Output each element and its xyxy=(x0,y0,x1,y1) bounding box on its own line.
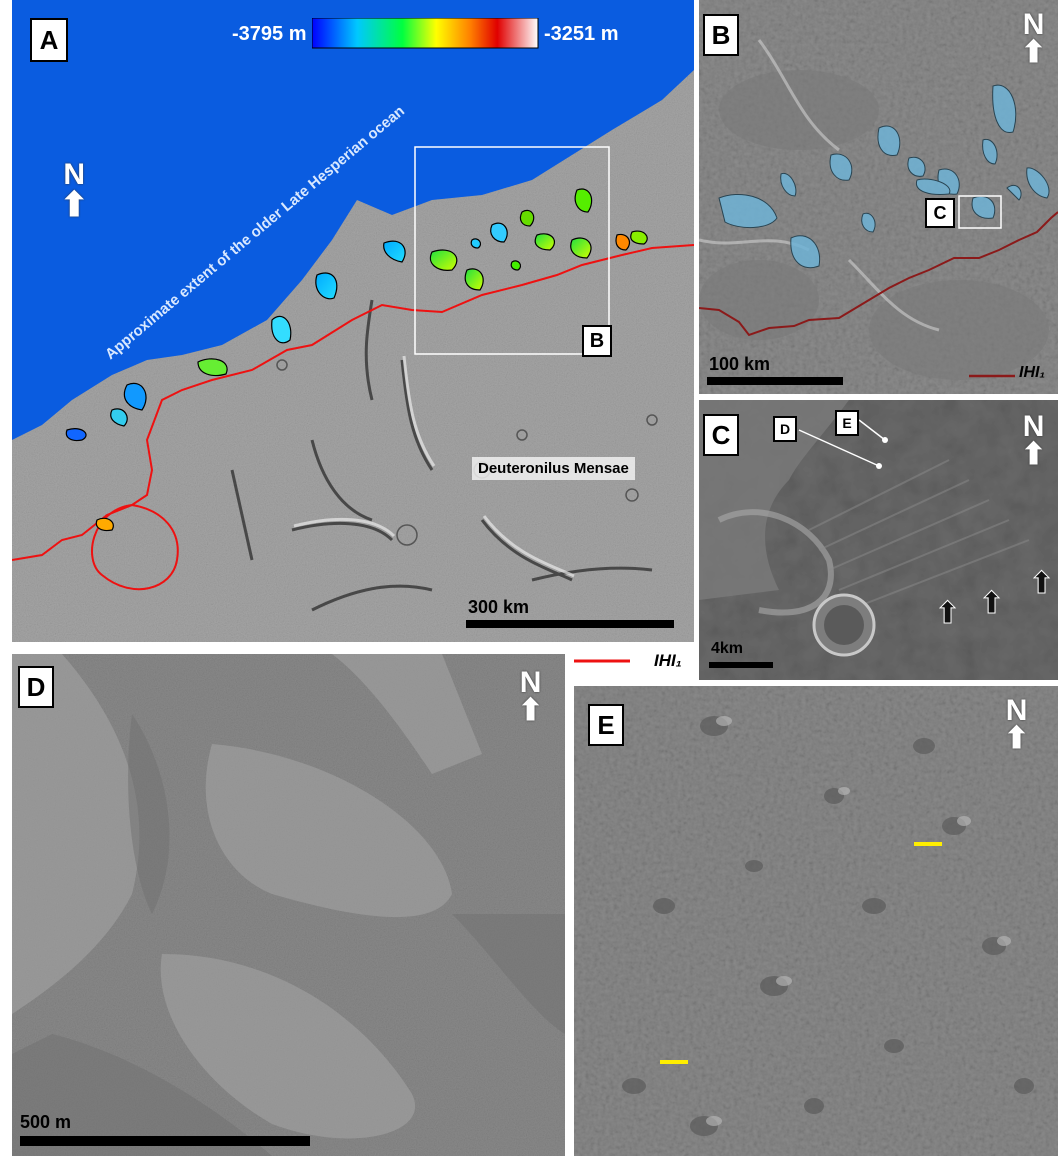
panel-d-map xyxy=(12,654,565,1156)
panel-a: A -3795 m -3251 m N ⬆ Approximate extent… xyxy=(12,0,694,642)
ocean-area xyxy=(12,0,694,440)
panel-a-map xyxy=(12,0,694,642)
panel-c: C N ⬆ D E ⬆ ⬆ ⬆ 4km xyxy=(699,400,1058,680)
inset-label-c: C xyxy=(925,198,955,228)
panel-label-b: B xyxy=(703,14,739,56)
north-arrow-c: N ⬆ xyxy=(1021,412,1046,470)
inset-box-b xyxy=(414,146,610,355)
north-arrow-icon: ⬆ xyxy=(1004,722,1030,755)
ihi1-contact-line-b xyxy=(699,211,1058,337)
panel-label-e: E xyxy=(588,704,624,746)
legend-line-a xyxy=(574,659,630,663)
panel-b-map xyxy=(699,0,1058,394)
elevation-lobes xyxy=(65,188,648,532)
north-arrow-icon: ⬆ xyxy=(1021,438,1047,471)
region-label: Deuteronilus Mensae xyxy=(472,457,635,480)
north-arrow-d: N ⬆ xyxy=(518,668,543,726)
north-label: N xyxy=(63,158,86,191)
callout-e: E xyxy=(835,410,859,436)
terrain-troughs xyxy=(230,299,653,612)
scale-label-a: 300 km xyxy=(468,597,530,617)
lobe-outlines xyxy=(718,84,1050,269)
scale-label-b: 100 km xyxy=(709,354,771,374)
panel-e-map xyxy=(574,686,1058,1156)
callout-d: D xyxy=(773,416,797,442)
legend-a: IHI₁ xyxy=(572,648,697,674)
panel-label-d: D xyxy=(18,666,54,708)
panel-label-c: C xyxy=(703,414,739,456)
panel-b: B N ⬆ C 100 km IHI₁ xyxy=(699,0,1058,394)
elevation-colorbar: -3795 m -3251 m xyxy=(232,16,632,54)
colorbar-max-label: -3251 m xyxy=(544,23,619,45)
north-arrow-icon: ⬆ xyxy=(518,694,544,727)
north-label: N xyxy=(1022,8,1045,41)
north-arrow-icon: ⬆ xyxy=(1021,36,1047,69)
legend-label-b: IHI₁ xyxy=(1019,364,1046,381)
colorbar-gradient xyxy=(312,18,539,49)
north-arrow-icon: ⬆ xyxy=(60,186,89,224)
panel-label-a: A xyxy=(30,18,68,62)
north-arrow-a: N ⬆ xyxy=(60,158,89,224)
legend-label-a: IHI₁ xyxy=(654,651,682,670)
panel-e: E N ⬆ xyxy=(574,686,1058,1156)
scale-label-d: 500 m xyxy=(20,1112,72,1132)
north-label: N xyxy=(1005,694,1028,727)
arrow-up-icon: ⬆ xyxy=(978,587,1005,621)
inset-label-b: B xyxy=(582,325,612,357)
panel-c-map xyxy=(699,400,1058,680)
north-arrow-b: N ⬆ xyxy=(1021,10,1046,68)
north-arrow-e: N ⬆ xyxy=(1004,696,1029,754)
arrow-up-icon: ⬆ xyxy=(934,597,961,631)
legend-line-b xyxy=(969,374,1015,378)
panel-d: D N ⬆ 500 m xyxy=(12,654,565,1156)
yellow-scale-marker xyxy=(914,842,942,846)
scale-label-c: 4km xyxy=(711,640,744,657)
yellow-scale-marker xyxy=(660,1060,688,1064)
colorbar-min-label: -3795 m xyxy=(232,23,307,45)
north-label: N xyxy=(519,666,542,699)
north-label: N xyxy=(1022,410,1045,443)
arrow-up-icon: ⬆ xyxy=(1028,567,1055,601)
